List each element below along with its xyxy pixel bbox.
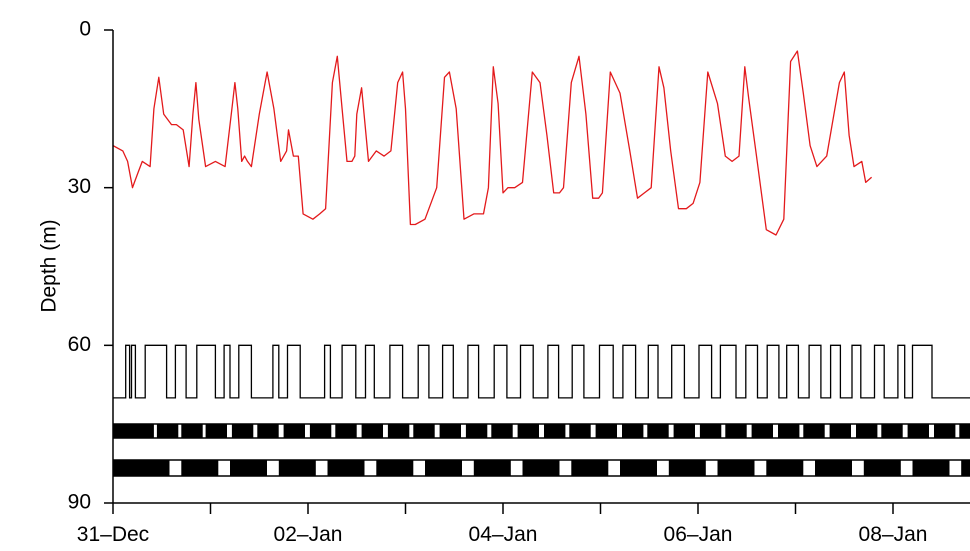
lower-bar-dark-segment [278, 460, 316, 476]
lower-bar-dark-segment [376, 460, 414, 476]
lower-bar-dark-segment [113, 460, 143, 476]
lower-bar-dark-segment [522, 460, 560, 476]
x-tick-label: 04–Jan [469, 523, 538, 546]
upper-bar-dark-segment [673, 424, 695, 438]
upper-bar-dark-segment [569, 424, 591, 438]
upper-bar-dark-segment [231, 424, 254, 438]
upper-bar-dark-segment [205, 424, 227, 438]
upper-bar-dark-segment [283, 424, 305, 438]
upper-bar-dark-segment [361, 424, 383, 438]
upper-bar-dark-segment [335, 424, 357, 438]
upper-bar-dark-segment [647, 424, 669, 438]
upper-bar-dark-segment [439, 424, 461, 438]
lower-bar-dark-segment [425, 460, 462, 476]
lower-bar-dark-segment [181, 460, 219, 476]
lower-bar-dark-segment [912, 460, 950, 476]
x-tick-label: 06–Jan [664, 523, 733, 546]
y-tick-label: 0 [79, 18, 91, 41]
upper-bar-dark-segment [699, 424, 722, 438]
upper-bar-dark-segment [257, 424, 279, 438]
lower-bar-dark-segment [473, 460, 511, 476]
y-axis: 0 30 60 90 [68, 18, 114, 514]
upper-bar-dark-segment [751, 424, 773, 438]
x-axis: 31–Dec 02–Jan 04–Jan 06–Jan 08–Jan [77, 502, 970, 546]
upper-bar-dark-segment [725, 424, 747, 438]
x-tick-label: 02–Jan [274, 523, 343, 546]
lower-bar-dark-segment [620, 460, 657, 476]
lower-bar-dark-segment [327, 460, 365, 476]
upper-bar-dark-segment [907, 424, 929, 438]
upper-bar-dark-segment [959, 424, 970, 438]
upper-bar-dark-segment [778, 424, 800, 438]
upper-bar-dark-segment [881, 424, 903, 438]
y-tick-label: 60 [68, 333, 91, 356]
depth-series-line [113, 50, 873, 236]
lower-bar-dark-segment [863, 460, 901, 476]
lower-bar-dark-segment [815, 460, 852, 476]
upper-bar-dark-segment [544, 424, 566, 438]
x-tick-label: 08–Jan [859, 523, 928, 546]
upper-bar-dark-segment [491, 424, 513, 438]
upper-bar-dark-segment [622, 424, 644, 438]
upper-bar-dark-segment [829, 424, 851, 438]
lower-bar-dark-segment [717, 460, 755, 476]
upper-bar-dark-segment [934, 424, 956, 438]
upper-bar-dark-segment [156, 424, 179, 438]
upper-bar-dark-segment [387, 424, 410, 438]
upper-bar-dark-segment [595, 424, 617, 438]
upper-bar-dark-segment [413, 424, 435, 438]
upper-bar-dark-segment [856, 424, 878, 438]
plot-area [113, 50, 970, 477]
lower-bar-dark-segment [766, 460, 804, 476]
lower-bar-dark-segment [571, 460, 609, 476]
lower-bar-dark-segment [668, 460, 706, 476]
y-axis-label: Depth (m) [38, 219, 61, 312]
upper-bar-dark-segment [181, 424, 203, 438]
upper-bar-dark-segment [309, 424, 332, 438]
state-series-line [113, 344, 970, 399]
y-tick-label: 90 [68, 491, 91, 514]
upper-bar-dark-segment [803, 424, 825, 438]
y-tick-label: 30 [68, 175, 91, 198]
upper-bar-dark-segment [132, 424, 154, 438]
upper-bar-dark-segment [517, 424, 539, 438]
upper-bar-dark-segment [113, 424, 133, 438]
upper-bar-dark-segment [465, 424, 488, 438]
lower-bar-dark-segment [961, 460, 970, 476]
lower-bar-dark-segment [230, 460, 267, 476]
x-tick-label: 31–Dec [77, 523, 149, 546]
